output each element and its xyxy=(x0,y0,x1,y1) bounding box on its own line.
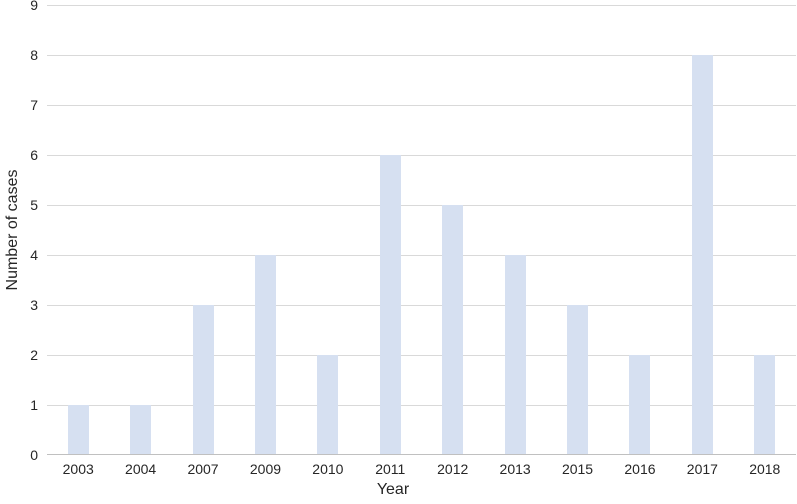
bar-2003 xyxy=(67,405,89,455)
gridline-y-8 xyxy=(47,55,796,56)
x-tick-label-2017: 2017 xyxy=(686,461,718,477)
y-tick-label-3: 3 xyxy=(30,297,38,313)
bar-2012 xyxy=(442,205,464,455)
x-tick-label-2016: 2016 xyxy=(624,461,656,477)
gridline-y-2 xyxy=(47,355,796,356)
x-tick-label-2015: 2015 xyxy=(561,461,594,477)
y-tick-label-9: 9 xyxy=(30,0,38,13)
gridline-y-3 xyxy=(47,305,796,306)
x-axis-title: Year xyxy=(376,481,410,498)
bar-2007 xyxy=(192,305,214,455)
bar-2010 xyxy=(317,355,339,455)
x-tick-label-2013: 2013 xyxy=(499,461,531,477)
x-tick-label-2012: 2012 xyxy=(437,461,469,477)
gridline-y-4 xyxy=(47,255,796,256)
x-axis-line xyxy=(47,454,796,455)
y-tick-label-5: 5 xyxy=(30,197,38,213)
y-tick-label-4: 4 xyxy=(30,247,38,263)
plot-area xyxy=(47,5,796,455)
x-tick-label-2004: 2004 xyxy=(125,461,157,477)
gridline-y-9 xyxy=(47,5,796,6)
bar-2013 xyxy=(504,255,526,455)
x-tick-label-2007: 2007 xyxy=(187,461,219,477)
y-axis-title: Number of cases xyxy=(4,169,21,291)
y-tick-label-1: 1 xyxy=(30,397,38,413)
x-tick-label-2018: 2018 xyxy=(749,461,781,477)
y-tick-label-8: 8 xyxy=(30,47,38,63)
gridline-y-6 xyxy=(47,155,796,156)
x-tick-label-2011: 2011 xyxy=(375,461,406,477)
bar-2009 xyxy=(254,255,276,455)
x-tick-label-2009: 2009 xyxy=(249,461,282,477)
x-tick-label-2003: 2003 xyxy=(62,461,94,477)
bar-2011 xyxy=(379,155,401,455)
bar-2015 xyxy=(567,305,589,455)
y-tick-label-2: 2 xyxy=(30,347,38,363)
y-tick-label-7: 7 xyxy=(30,97,38,113)
bar-2017 xyxy=(691,55,713,455)
bar-2004 xyxy=(130,405,152,455)
gridline-y-1 xyxy=(47,405,796,406)
bar-2018 xyxy=(754,355,776,455)
gridline-y-5 xyxy=(47,205,796,206)
y-tick-label-6: 6 xyxy=(30,147,38,163)
gridline-y-7 xyxy=(47,105,796,106)
x-tick-label-2010: 2010 xyxy=(312,461,344,477)
bar-2016 xyxy=(629,355,651,455)
y-tick-label-0: 0 xyxy=(30,447,38,463)
